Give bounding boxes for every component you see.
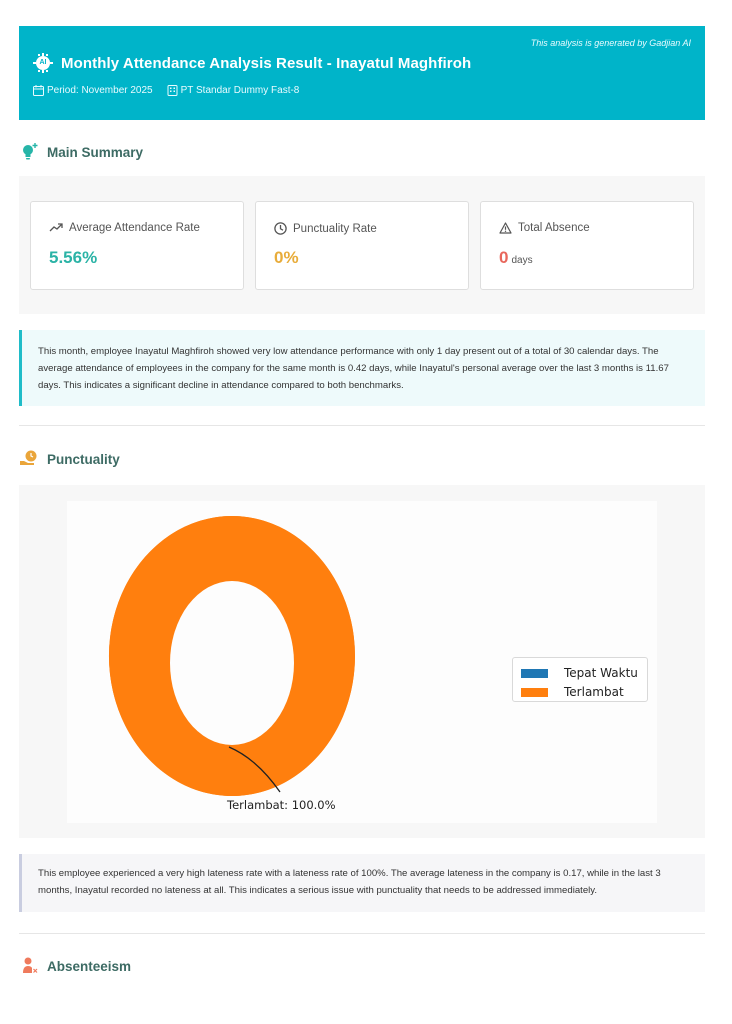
building-icon — [167, 85, 178, 96]
clock-icon — [274, 222, 287, 235]
section-divider — [19, 425, 705, 426]
card-label-row: Average Attendance Rate — [49, 222, 200, 234]
legend-swatch-orange — [521, 687, 548, 697]
annotation-leader-line — [228, 746, 281, 793]
summary-cards-container: Average Attendance Rate 5.56% Punctualit… — [19, 176, 705, 314]
section-title-text: Main Summary — [47, 144, 144, 160]
punctuality-chart-container: Terlambat: 100.0% Tepat Waktu Terlambat — [19, 485, 705, 838]
card-value-number: 0 — [499, 248, 509, 267]
card-value-unit: days — [511, 255, 533, 266]
legend-item-terlambat: Terlambat — [521, 685, 624, 699]
legend-item-tepat-waktu: Tepat Waktu — [521, 666, 638, 680]
card-value-number: 0% — [274, 248, 299, 267]
card-total-absence: Total Absence 0 days — [480, 201, 694, 290]
section-title-absenteeism: Absenteeism — [21, 957, 131, 975]
hand-clock-icon — [19, 450, 39, 468]
section-title-main-summary: Main Summary — [21, 143, 143, 161]
section-title-text: Absenteeism — [47, 958, 132, 974]
period-text: Period: November 2025 — [47, 85, 153, 96]
period-item: Period: November 2025 — [33, 85, 153, 96]
legend-label: Tepat Waktu — [564, 666, 638, 680]
card-label: Average Attendance Rate — [69, 222, 200, 234]
slice-annotation: Terlambat: 100.0% — [226, 798, 336, 812]
card-label-row: Total Absence — [499, 222, 590, 234]
calendar-icon — [33, 85, 44, 96]
meta-row: Period: November 2025 PT Standar Dummy F… — [33, 85, 313, 96]
card-value: 0% — [274, 248, 299, 268]
attendance-summary-note: This month, employee Inayatul Maghfiroh … — [19, 330, 705, 406]
title-row: AI Monthly Attendance Analysis Result - … — [33, 53, 471, 73]
legend-label: Terlambat — [564, 685, 624, 699]
card-value: 5.56% — [49, 248, 97, 268]
lightbulb-sparkle-icon — [21, 143, 39, 161]
card-average-attendance-rate: Average Attendance Rate 5.56% — [30, 201, 244, 290]
report-header: This analysis is generated by Gadjian AI… — [19, 26, 705, 120]
ai-chip-icon: AI — [33, 53, 53, 73]
legend-swatch-blue — [521, 668, 548, 678]
user-absent-icon — [21, 957, 39, 975]
trending-up-icon — [49, 223, 63, 232]
punctuality-note: This employee experienced a very high la… — [19, 854, 705, 912]
page-title: Monthly Attendance Analysis Result - Ina… — [61, 54, 472, 72]
company-item: PT Standar Dummy Fast-8 — [167, 85, 300, 96]
card-value: 0 days — [499, 248, 533, 268]
card-label: Punctuality Rate — [293, 222, 377, 235]
section-title-text: Punctuality — [47, 451, 120, 467]
section-divider — [19, 933, 705, 934]
warning-triangle-icon — [499, 222, 512, 234]
card-punctuality-rate: Punctuality Rate 0% — [255, 201, 469, 290]
card-label: Total Absence — [518, 222, 590, 234]
chart-legend: Tepat Waktu Terlambat — [512, 657, 648, 702]
card-label-row: Punctuality Rate — [274, 222, 377, 235]
punctuality-donut-chart: Terlambat: 100.0% Tepat Waktu Terlambat — [67, 501, 657, 823]
generated-by-note: This analysis is generated by Gadjian AI — [530, 38, 691, 48]
company-text: PT Standar Dummy Fast-8 — [180, 85, 300, 96]
card-value-number: 5.56% — [49, 248, 98, 267]
donut-chart-svg: Terlambat: 100.0% — [108, 516, 355, 812]
ai-badge-text: AI — [36, 56, 50, 70]
section-title-punctuality: Punctuality — [19, 450, 120, 468]
